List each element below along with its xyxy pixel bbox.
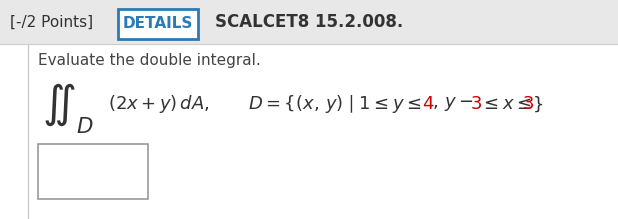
Text: $\leq x \leq$: $\leq x \leq$ — [480, 95, 531, 113]
Text: $(2x + y)\,dA,$: $(2x + y)\,dA,$ — [108, 93, 210, 115]
Text: Evaluate the double integral.: Evaluate the double integral. — [38, 53, 261, 69]
Text: $4$: $4$ — [422, 95, 434, 113]
Text: DETAILS: DETAILS — [123, 16, 193, 32]
FancyBboxPatch shape — [118, 9, 198, 39]
Text: [-/2 Points]: [-/2 Points] — [10, 14, 93, 30]
Text: SCALCET8 15.2.008.: SCALCET8 15.2.008. — [215, 13, 404, 31]
FancyBboxPatch shape — [38, 144, 148, 199]
Text: $3$: $3$ — [522, 95, 534, 113]
Text: $D = \{(x,\, y)\mid 1 \leq y \leq$: $D = \{(x,\, y)\mid 1 \leq y \leq$ — [248, 93, 421, 115]
Text: $,\, y - $: $,\, y - $ — [432, 95, 473, 113]
Text: $3$: $3$ — [470, 95, 482, 113]
Text: $\}$: $\}$ — [532, 94, 543, 114]
Text: $\iint_D$: $\iint_D$ — [42, 82, 94, 136]
FancyBboxPatch shape — [0, 44, 618, 219]
FancyBboxPatch shape — [0, 0, 618, 44]
